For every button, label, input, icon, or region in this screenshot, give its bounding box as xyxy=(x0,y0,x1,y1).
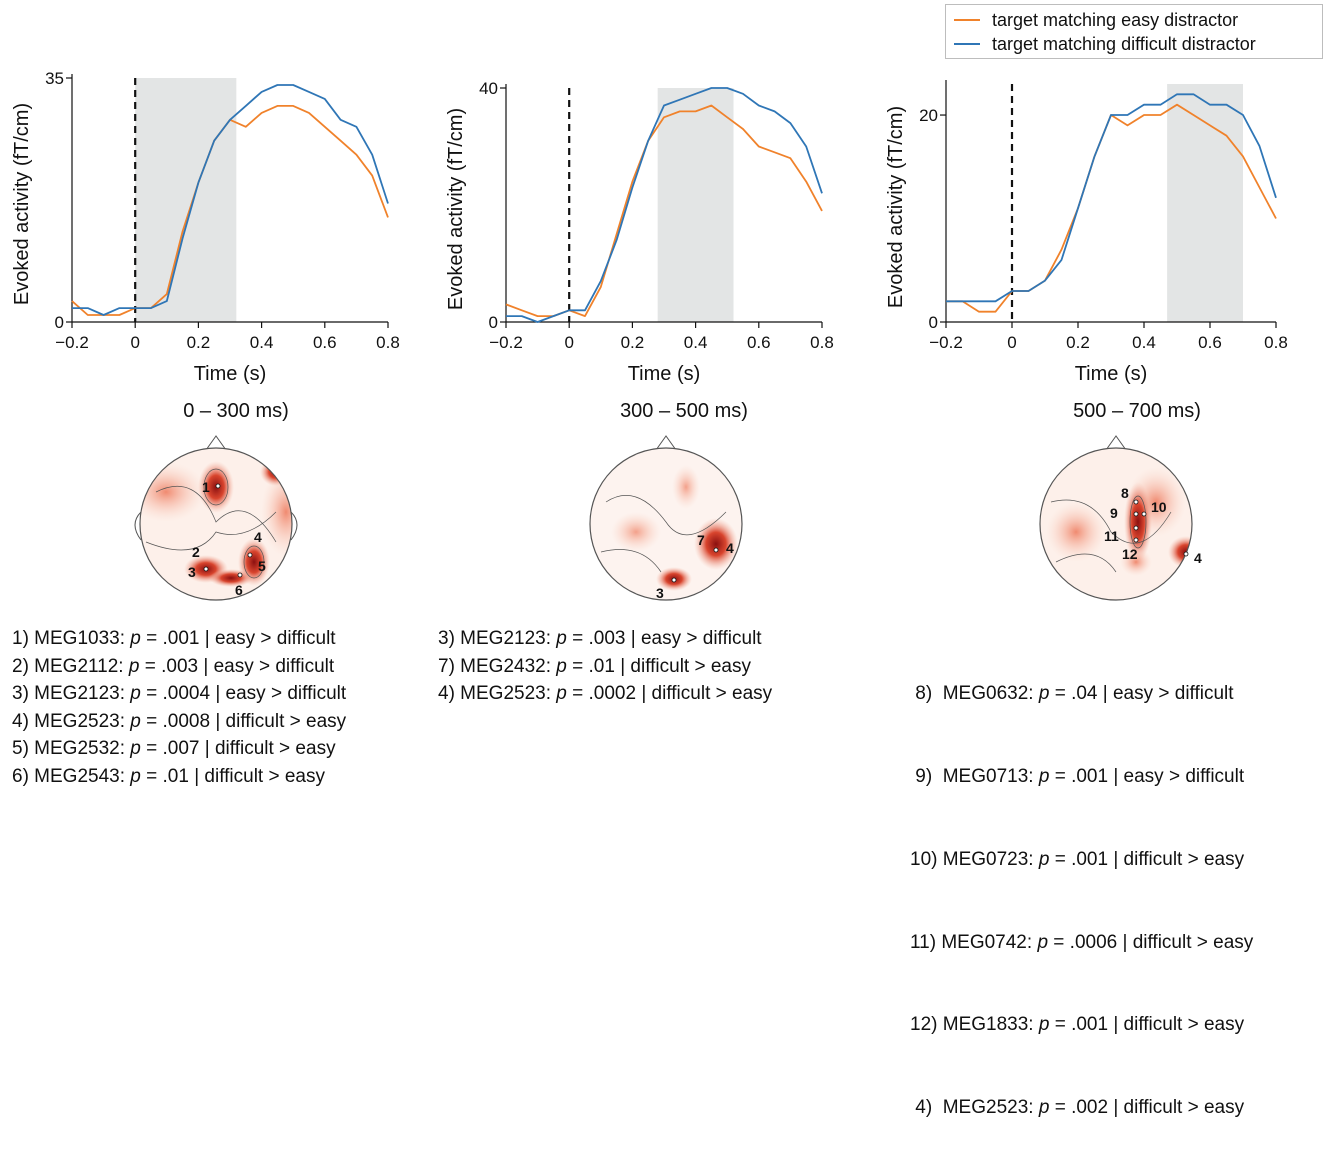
y-tick-label: 20 xyxy=(919,106,938,125)
legend-label-difficult: target matching difficult distractor xyxy=(992,33,1256,54)
y-axis-label: Evoked activity (fT/cm) xyxy=(11,103,33,305)
x-tick-label: 0.8 xyxy=(810,333,834,352)
y-tick-label: 0 xyxy=(489,313,498,332)
x-tick-label: 0.6 xyxy=(1198,333,1222,352)
sensor-label-10: 10 xyxy=(1151,499,1167,515)
y-axis-label: Evoked activity (fT/cm) xyxy=(445,108,467,310)
stat-line: 9) MEG0713: p = .001 | easy > difficult xyxy=(910,765,1245,787)
significant-time-window xyxy=(1167,84,1243,322)
topomap-title-2: 300 – 500 ms) xyxy=(620,400,748,422)
series-line-difficult xyxy=(946,93,1277,303)
stat-line: 4) MEG2523: p = .0008 | difficult > easy xyxy=(12,710,347,732)
legend-swatch-difficult xyxy=(954,43,980,45)
stat-list-window-1: 1) MEG1033: p = .001 | easy > difficult … xyxy=(12,625,346,791)
legend-entry-difficult: target matching difficult distractor xyxy=(954,32,1256,56)
stat-line: 10) MEG0723: p = .001 | difficult > easy xyxy=(910,848,1245,870)
x-tick-label: 0.2 xyxy=(1066,333,1090,352)
topomap-300-500ms: 7 4 3 xyxy=(589,435,743,601)
stat-list-window-2: 3) MEG2123: p = .003 | easy > difficult … xyxy=(438,625,772,708)
stat-line: 5) MEG2532: p = .007 | difficult > easy xyxy=(12,738,336,760)
legend-label-easy: target matching easy distractor xyxy=(992,9,1239,30)
sensor-label-8: 8 xyxy=(1121,485,1129,501)
significant-time-window xyxy=(135,78,237,322)
right-ear xyxy=(290,511,298,541)
x-tick-label: 0 xyxy=(1007,333,1016,352)
sensor-label-4: 4 xyxy=(1194,550,1202,566)
stat-list-window-3: 8) MEG0632: p = .04 | easy > difficult 9… xyxy=(910,625,1253,1149)
sensor-label-1: 1 xyxy=(202,479,210,495)
nose xyxy=(1105,435,1127,451)
stat-line: 11) MEG0742: p = .0006 | difficult > eas… xyxy=(910,931,1254,953)
x-axis-label: Time (s) xyxy=(1075,363,1148,385)
sensor-label-4: 4 xyxy=(254,529,262,545)
topomap-500-700ms: 8 9 10 11 12 4 xyxy=(1039,435,1202,601)
significant-time-window xyxy=(657,88,734,322)
chart-legend: target matching easy distractor target m… xyxy=(945,4,1323,59)
x-tick-label: 0.2 xyxy=(621,333,645,352)
y-axis-label: Evoked activity (fT/cm) xyxy=(885,106,907,308)
x-tick-label: 0.4 xyxy=(250,333,274,352)
x-tick-label: 0.8 xyxy=(1264,333,1288,352)
x-tick-label: 0.6 xyxy=(313,333,337,352)
legend-entry-easy: target matching easy distractor xyxy=(954,8,1238,32)
sensor-label-2: 2 xyxy=(192,544,200,560)
stat-line: 4) MEG2523: p = .0002 | difficult > easy xyxy=(438,683,773,705)
topomap-title-3: 500 – 700 ms) xyxy=(1073,400,1201,422)
sensor-label-3: 3 xyxy=(656,585,664,601)
x-axis-label: Time (s) xyxy=(628,363,701,385)
x-axis-label: Time (s) xyxy=(194,363,267,385)
x-tick-label: 0 xyxy=(130,333,139,352)
series-line-difficult xyxy=(506,87,823,323)
sensor-label-5: 5 xyxy=(258,558,266,574)
x-tick-label: 0.2 xyxy=(187,333,211,352)
sensor-label-4: 4 xyxy=(726,540,734,556)
left-ear xyxy=(134,511,142,541)
x-tick-label: 0.4 xyxy=(1132,333,1156,352)
y-tick-label: 0 xyxy=(55,313,64,332)
y-tick-label: 35 xyxy=(45,69,64,88)
legend-swatch-easy xyxy=(954,19,980,21)
stat-line: 8) MEG0632: p = .04 | easy > difficult xyxy=(910,683,1234,705)
nose xyxy=(205,435,227,451)
x-tick-label: 0.8 xyxy=(376,333,400,352)
x-tick-label: 0.6 xyxy=(747,333,771,352)
sensor-label-11: 11 xyxy=(1104,528,1119,544)
stat-line: 1) MEG1033: p = .001 | easy > difficult xyxy=(12,628,336,649)
y-tick-label: 40 xyxy=(479,79,498,98)
topomap-0-300ms: 1 2 3 4 5 6 xyxy=(134,435,298,601)
stat-line: 3) MEG2123: p = .0004 | easy > difficult xyxy=(12,683,347,705)
x-tick-label: −0.2 xyxy=(929,333,963,352)
sensor-label-12: 12 xyxy=(1122,546,1138,562)
stat-line: 6) MEG2543: p = .01 | difficult > easy xyxy=(12,765,325,787)
nose xyxy=(655,435,677,451)
sensor-label-6: 6 xyxy=(235,582,243,598)
x-tick-label: −0.2 xyxy=(55,333,89,352)
stat-line: 7) MEG2432: p = .01 | difficult > easy xyxy=(438,655,751,677)
stat-line: 12) MEG1833: p = .001 | difficult > easy xyxy=(910,1014,1245,1036)
x-tick-label: 0.4 xyxy=(684,333,708,352)
sensor-label-9: 9 xyxy=(1110,505,1118,521)
sensor-label-3: 3 xyxy=(188,564,196,580)
stat-line: 2) MEG2112: p = .003 | easy > difficult xyxy=(12,655,335,677)
stat-line: 4) MEG2523: p = .002 | difficult > easy xyxy=(910,1097,1245,1119)
series-line-difficult xyxy=(72,84,389,316)
sensor-label-7: 7 xyxy=(697,532,705,548)
x-tick-label: 0 xyxy=(564,333,573,352)
topomap-title-1: 0 – 300 ms) xyxy=(183,400,289,422)
x-tick-label: −0.2 xyxy=(489,333,523,352)
stat-line: 3) MEG2123: p = .003 | easy > difficult xyxy=(438,628,762,649)
y-tick-label: 0 xyxy=(929,313,938,332)
